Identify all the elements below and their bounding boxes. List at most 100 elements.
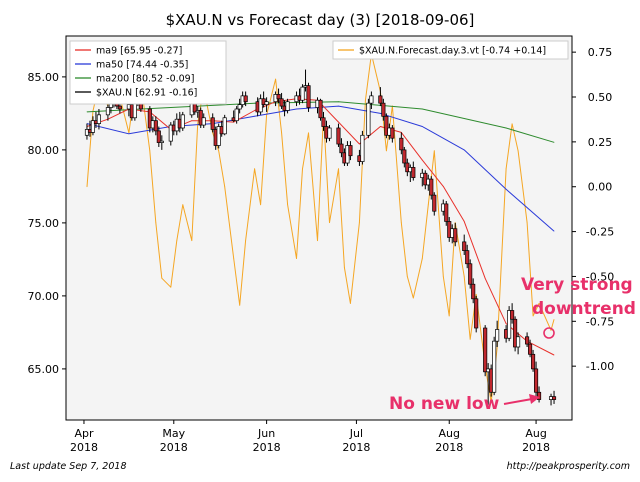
candle-body — [321, 117, 326, 127]
forecast-line-point — [505, 168, 507, 170]
ma9-line-point — [484, 278, 486, 279]
forecast-line-point — [212, 132, 214, 134]
candle-body — [318, 99, 323, 119]
legend-price-label: $XAU.N [62.91 -0.16] — [96, 88, 197, 99]
annotation-very-strong: Very strong — [521, 275, 633, 295]
candle-body — [465, 250, 470, 265]
candle-body — [96, 114, 101, 124]
candle-body — [366, 102, 371, 136]
x-tick-month: Aug — [525, 427, 546, 440]
x-tick-year: 2018 — [253, 441, 281, 454]
x-tick-year: 2018 — [70, 441, 98, 454]
right-tick-label: 0.25 — [588, 136, 613, 149]
ma50-line-point — [421, 126, 423, 127]
legend-ma9-label: ma9 [65.95 -0.27] — [96, 46, 182, 57]
ma50-line-point — [463, 149, 465, 151]
forecast-line-point — [421, 258, 423, 259]
candle-body — [159, 140, 164, 143]
forecast-line-point — [317, 240, 318, 242]
candle-body — [279, 98, 284, 107]
candle-body — [327, 127, 332, 139]
candle-body — [243, 95, 248, 103]
candle-body — [300, 86, 305, 101]
forecast-line-point — [281, 132, 282, 134]
candle-body — [525, 336, 530, 345]
candle-body — [348, 145, 353, 157]
candle-body — [528, 343, 533, 355]
ma50-line-point — [296, 108, 297, 110]
candle-body — [483, 327, 488, 373]
x-tick-year: 2018 — [160, 441, 188, 454]
ma9-line-point — [463, 221, 465, 222]
forecast-line-point — [350, 303, 351, 304]
legend-right-box — [332, 40, 569, 60]
ma50-line-point — [128, 133, 130, 135]
annotations: Very strong downtrend No new low — [389, 275, 636, 414]
ma200-line-point — [170, 107, 172, 108]
x-tick-month: Aug — [439, 427, 460, 440]
forecast-line-point — [517, 150, 519, 152]
ma200-line-point — [338, 101, 339, 103]
footer-url: http://peakprosperity.com — [507, 461, 630, 472]
forecast-line-point — [308, 132, 309, 134]
left-tick-label: 65.00 — [28, 363, 60, 376]
x-tick-month: Jun — [257, 427, 275, 440]
ma200-line-point — [254, 102, 256, 104]
x-tick-month: Jul — [349, 427, 363, 440]
forecast-line-point — [550, 329, 552, 331]
candle-body — [507, 310, 512, 339]
forecast-line-point — [260, 204, 261, 206]
forecast-line-point — [266, 114, 267, 116]
legend-right: $XAU.N.Forecast.day.3.vt [-0.74 +0.14] — [332, 40, 569, 60]
candle-body — [369, 95, 374, 104]
forecast-line-point — [433, 150, 435, 152]
right-tick-label: 0.50 — [588, 91, 613, 104]
footer-last-update: Last update Sep 7, 2018 — [10, 461, 127, 472]
ma9-line-point — [442, 186, 444, 187]
candle-body — [216, 126, 221, 146]
candle-body — [276, 94, 281, 100]
forecast-line-point — [197, 123, 199, 125]
chart-title: $XAU.N vs Forecast day (3) [2018-09-06] — [166, 11, 475, 29]
ma9-line-point — [553, 354, 555, 356]
left-axis: 65.00 70.00 75.00 80.00 85.00 — [28, 71, 66, 376]
right-tick-label: -0.75 — [586, 315, 614, 328]
forecast-line-point — [386, 150, 387, 152]
ma9-line-point — [359, 143, 360, 145]
ma9-line-point — [191, 120, 193, 122]
candle-body — [513, 318, 518, 348]
forecast-line-point — [296, 258, 297, 259]
candle-body — [264, 101, 269, 105]
candle-body — [234, 108, 239, 122]
forecast-line-point — [218, 150, 220, 152]
candle-body — [432, 194, 437, 212]
candle-body — [471, 283, 476, 300]
candle-body — [306, 85, 311, 108]
candle-body — [147, 108, 152, 129]
legend-left-box — [69, 40, 227, 105]
x-tick-year: 2018 — [522, 441, 550, 454]
forecast-line-point — [155, 222, 157, 224]
candle-body — [390, 127, 395, 139]
candle-body — [153, 120, 158, 132]
forecast-line-point — [182, 204, 184, 206]
candle-body — [474, 298, 479, 329]
ma50-line-point — [553, 230, 555, 232]
candle-body — [258, 98, 263, 113]
left-tick-label: 70.00 — [28, 290, 60, 303]
forecast-line-point — [553, 319, 555, 320]
candle-body — [360, 134, 365, 162]
candle-body — [510, 310, 515, 320]
forecast-line-point — [176, 240, 178, 242]
forecast-line-point — [287, 204, 288, 206]
legend-left: ma9 [65.95 -0.27] ma50 [74.44 -0.35] ma2… — [69, 40, 227, 105]
ma200-line-point — [505, 127, 507, 129]
annotation-arrow-shaft — [503, 398, 533, 405]
candle-body — [429, 178, 434, 196]
ma50-line-point — [505, 188, 507, 190]
forecast-line-point — [338, 168, 339, 170]
candle-body — [492, 340, 497, 393]
x-tick-year: 2018 — [342, 441, 370, 454]
ma50-line-point — [338, 105, 339, 107]
forecast-line-point — [532, 315, 534, 317]
